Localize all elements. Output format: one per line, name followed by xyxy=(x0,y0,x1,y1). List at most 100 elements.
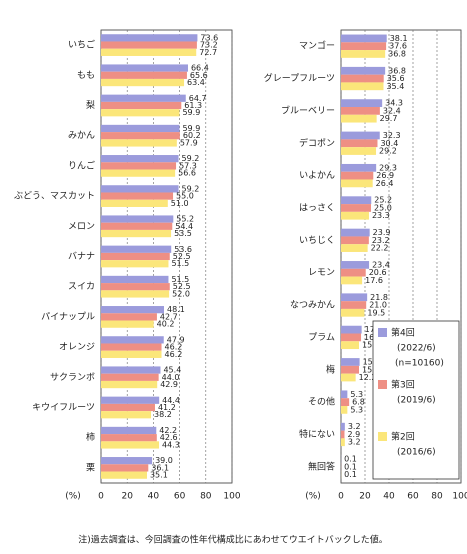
bar xyxy=(341,341,359,350)
value-label: 34.3 xyxy=(385,99,403,108)
value-label: 42.7 xyxy=(160,312,178,321)
x-tick-label: 80 xyxy=(431,492,443,502)
value-label: 48.1 xyxy=(167,305,185,314)
value-label: 61.3 xyxy=(184,101,202,110)
x-tick-label: 60 xyxy=(174,492,186,502)
category-label: ブルーベリー xyxy=(281,104,335,116)
bar xyxy=(341,196,372,205)
bar xyxy=(101,457,153,465)
bar xyxy=(101,48,197,56)
bar xyxy=(341,430,345,439)
value-label: 23.3 xyxy=(372,211,390,220)
value-label: 65.6 xyxy=(190,71,208,80)
bar xyxy=(341,276,363,285)
bar xyxy=(101,34,198,42)
legend-swatch xyxy=(378,380,387,389)
category-label: オレンジ xyxy=(59,342,95,353)
x-unit: (%) xyxy=(305,492,321,502)
bar xyxy=(101,290,170,298)
category-label: いよかん xyxy=(299,170,335,181)
bar xyxy=(341,107,380,115)
bar xyxy=(101,283,170,291)
value-label: 15.0 xyxy=(362,365,380,374)
value-label: 20.6 xyxy=(369,268,387,277)
legend-swatch xyxy=(378,432,387,441)
bar xyxy=(101,139,177,147)
value-label: 12.2 xyxy=(359,373,377,382)
category-label: りんご xyxy=(68,159,95,171)
value-label: 44.0 xyxy=(162,373,180,382)
bar xyxy=(101,403,155,412)
value-label: 46.2 xyxy=(165,343,183,352)
category-label: バナナ xyxy=(68,251,95,262)
category-label: なつみかん xyxy=(290,300,335,311)
bar xyxy=(341,228,370,237)
bar xyxy=(341,236,369,245)
value-label: 59.9 xyxy=(182,108,200,117)
value-label: 6.8 xyxy=(352,398,365,407)
value-label: 57.9 xyxy=(180,138,198,147)
bar xyxy=(341,131,380,140)
value-label: 47.9 xyxy=(167,335,185,344)
bar xyxy=(341,82,384,91)
category-label: パイナップル xyxy=(41,311,95,322)
value-label: 3.2 xyxy=(348,438,361,447)
legend-period: (2016/6) xyxy=(397,448,436,458)
bar xyxy=(101,124,180,133)
bar xyxy=(341,66,386,75)
value-label: 44.4 xyxy=(162,396,180,405)
bar xyxy=(341,114,377,123)
value-label: 73.2 xyxy=(200,41,218,50)
bar xyxy=(341,398,350,406)
bar xyxy=(341,390,348,399)
bar xyxy=(101,464,149,472)
bar xyxy=(341,163,377,172)
legend-period: (2022/6) xyxy=(397,344,436,354)
value-label: 0.1 xyxy=(344,470,357,479)
bar xyxy=(341,325,362,334)
bar xyxy=(101,71,187,79)
value-label: 2.9 xyxy=(347,430,360,439)
value-label: 26.4 xyxy=(376,179,394,188)
value-label: 42.9 xyxy=(160,380,178,389)
value-label: 23.4 xyxy=(372,260,390,269)
value-label: 15.5 xyxy=(363,357,381,366)
value-label: 23.2 xyxy=(372,236,390,245)
legend-label: 第4回 xyxy=(391,327,415,339)
x-tick-label: 40 xyxy=(383,492,395,502)
bar xyxy=(341,405,348,414)
x-tick-label: 100 xyxy=(452,492,467,502)
bar xyxy=(341,373,356,382)
value-label: 0.1 xyxy=(344,455,357,464)
x-unit: (%) xyxy=(65,492,81,502)
value-label: 17.6 xyxy=(365,276,383,285)
value-label: 55.2 xyxy=(176,215,194,224)
value-label: 51.5 xyxy=(171,275,189,284)
x-tick-label: 80 xyxy=(200,492,212,502)
value-label: 64.7 xyxy=(189,94,207,103)
x-tick-label: 60 xyxy=(407,492,419,502)
value-label: 53.5 xyxy=(174,229,192,238)
value-label: 30.4 xyxy=(380,139,398,148)
bar xyxy=(341,261,370,269)
value-label: 35.1 xyxy=(150,471,168,480)
category-label: 柿 xyxy=(86,431,95,443)
bar xyxy=(341,139,378,148)
legend-label: 第3回 xyxy=(391,379,415,391)
value-label: 35.6 xyxy=(387,74,405,83)
bar xyxy=(341,333,362,342)
bar xyxy=(101,101,182,110)
category-label: キウイフルーツ xyxy=(32,402,95,413)
value-label: 5.3 xyxy=(350,390,363,399)
value-label: 66.4 xyxy=(191,64,209,73)
value-label: 56.6 xyxy=(178,169,196,178)
category-label: プラム xyxy=(308,332,335,343)
value-label: 5.3 xyxy=(350,405,363,414)
x-tick-label: 0 xyxy=(98,492,104,502)
value-label: 35.4 xyxy=(386,82,404,91)
bar xyxy=(101,336,164,344)
value-label: 51.5 xyxy=(171,259,189,268)
x-tick-label: 100 xyxy=(223,492,240,502)
bar xyxy=(101,222,173,230)
